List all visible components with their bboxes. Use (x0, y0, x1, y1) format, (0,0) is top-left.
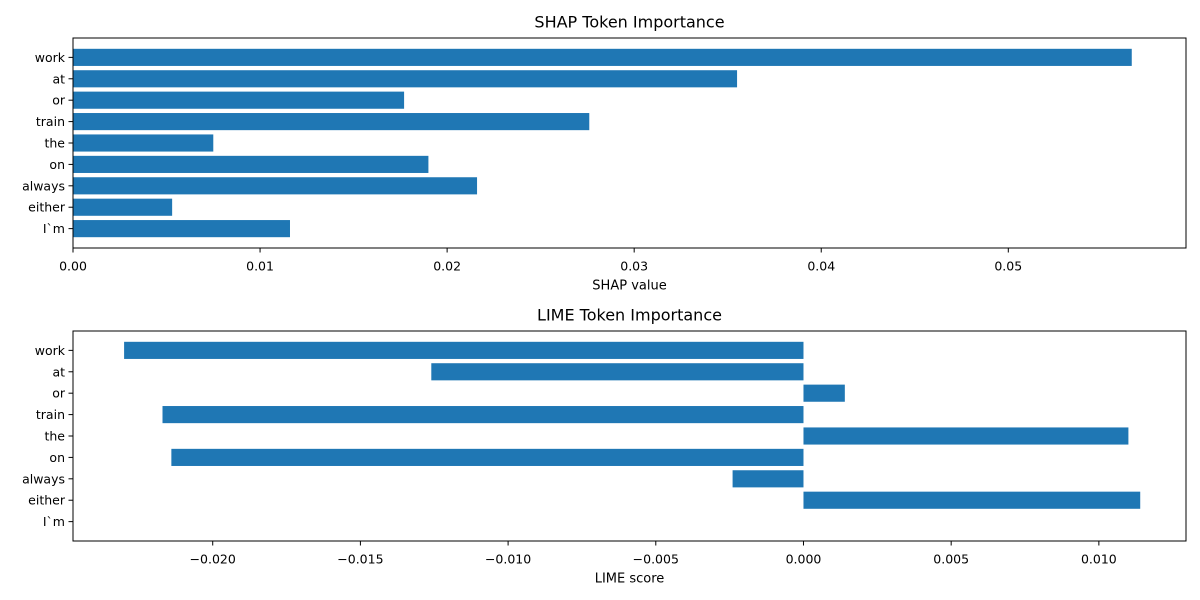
shap-bar-8 (73, 220, 290, 238)
lime-ytick-label-2: or (52, 386, 66, 401)
lime-ytick-label-0: work (35, 343, 66, 358)
shap-bar-1 (73, 70, 738, 88)
lime-xtick-label-5: 0.005 (933, 552, 969, 567)
shap-ytick-label-0: work (35, 50, 66, 65)
shap-bar-7 (73, 198, 173, 216)
lime-ytick-label-7: either (28, 493, 66, 508)
lime-bar-6 (732, 470, 804, 488)
shap-xtick-label-1: 0.01 (246, 259, 274, 274)
lime-xtick-label-1: −0.015 (337, 552, 383, 567)
shap-xtick-label-2: 0.02 (433, 259, 461, 274)
shap-bar-3 (73, 113, 590, 131)
shap-bar-2 (73, 91, 405, 109)
lime-bar-1 (431, 363, 804, 381)
shap-ytick-label-5: on (49, 157, 65, 172)
lime-chart-title: LIME Token Importance (537, 306, 722, 325)
lime-xtick-label-3: −0.005 (633, 552, 679, 567)
lime-bar-5 (171, 448, 804, 466)
shap-ytick-label-6: always (22, 178, 65, 193)
shap-bar-6 (73, 177, 478, 195)
shap-ytick-label-2: or (52, 93, 66, 108)
shap-ytick-label-3: train (36, 114, 65, 129)
shap-x-axis-label: SHAP value (592, 279, 666, 294)
lime-ytick-label-1: at (52, 364, 65, 379)
shap-chart-title: SHAP Token Importance (534, 13, 724, 32)
lime-xtick-label-4: 0.000 (786, 552, 822, 567)
lime-bar-2 (803, 384, 845, 402)
lime-x-axis-label: LIME score (595, 572, 665, 587)
shap-xtick-label-5: 0.05 (994, 259, 1022, 274)
shap-bar-4 (73, 134, 214, 152)
lime-panel: work at or train the on always either I`m −0.020 −… (22, 306, 1187, 587)
shap-bar-0 (73, 48, 1132, 66)
shap-xtick-label-0: 0.00 (59, 259, 87, 274)
shap-ytick-label-8: I`m (43, 221, 65, 236)
lime-ytick-label-5: on (49, 450, 65, 465)
shap-xtick-label-3: 0.03 (620, 259, 648, 274)
lime-ytick-label-4: the (44, 429, 65, 444)
shap-ytick-label-1: at (52, 71, 65, 86)
shap-ytick-label-7: either (28, 200, 66, 215)
shap-ytick-label-4: the (44, 136, 65, 151)
shap-panel: work at or train the on always either I`m 0.00 0.0… (22, 13, 1187, 294)
shap-axes-frame (72, 37, 1187, 249)
lime-bar-4 (803, 427, 1129, 445)
lime-ytick-label-8: I`m (43, 514, 65, 529)
lime-xtick-label-2: −0.010 (485, 552, 531, 567)
lime-bar-3 (162, 406, 804, 424)
lime-ytick-label-6: always (22, 471, 65, 486)
lime-xtick-label-6: 0.010 (1081, 552, 1117, 567)
lime-bar-7 (803, 491, 1141, 509)
lime-xtick-label-0: −0.020 (190, 552, 236, 567)
shap-bar-5 (73, 155, 429, 173)
lime-bar-0 (124, 341, 804, 359)
lime-ytick-label-3: train (36, 407, 65, 422)
shap-xtick-label-4: 0.04 (807, 259, 835, 274)
